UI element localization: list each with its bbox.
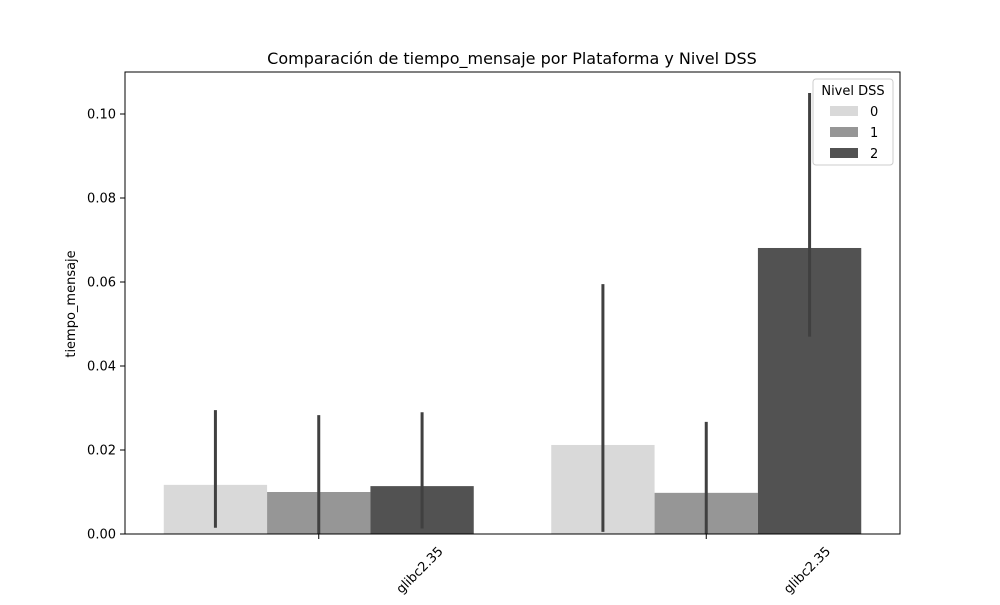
plot-frame [124, 71, 901, 535]
bars-layer [163, 247, 862, 535]
legend-box [812, 78, 894, 166]
legend-swatch-0 [830, 106, 858, 116]
legend-label-1: 1 [870, 126, 878, 141]
legend-label-0: 0 [870, 105, 878, 120]
y-tick-label: 0.08 [87, 192, 116, 207]
y-tick-label: 0.00 [87, 528, 116, 543]
legend-swatch-1 [830, 127, 858, 137]
x-tick-label: glibc2.35 [781, 544, 834, 597]
y-axis-label: tiempo_mensaje [64, 250, 79, 357]
y-tick-label: 0.10 [87, 108, 116, 123]
legend-title: Nivel DSS [821, 84, 884, 99]
legend: Nivel DSS 0 1 2 [812, 78, 894, 166]
y-tick-label: 0.06 [87, 276, 116, 291]
chart-title: Comparación de tiempo_mensaje por Plataf… [267, 49, 757, 69]
x-tick-label: glibc2.35 [394, 544, 447, 597]
y-tick-label: 0.04 [87, 360, 116, 375]
y-tick-label: 0.02 [87, 444, 116, 459]
errorbars-layer [213, 93, 812, 534]
legend-swatch-2 [830, 148, 858, 158]
legend-label-2: 2 [870, 147, 878, 162]
